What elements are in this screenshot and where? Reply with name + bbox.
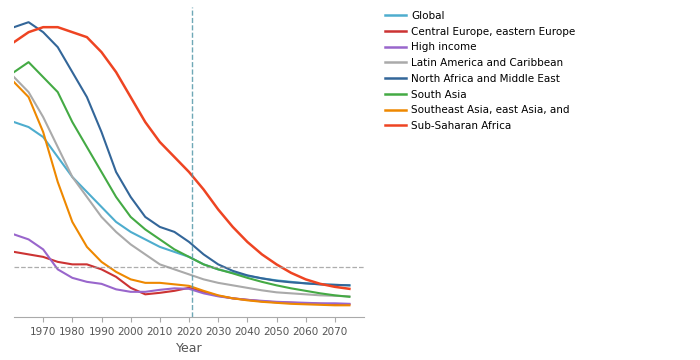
Legend: Global, Central Europe, eastern Europe, High income, Latin America and Caribbean: Global, Central Europe, eastern Europe, … [383,9,578,133]
X-axis label: Year: Year [176,342,202,355]
